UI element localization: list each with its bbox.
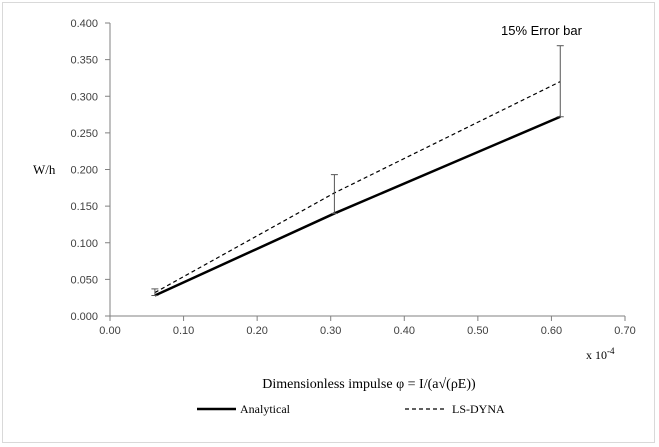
y-axis-label: W/h (33, 162, 56, 177)
x-axis-label: Dimensionless impulse φ = I/(a√(ρE)) (262, 377, 476, 392)
series-line-ls-dyna (154, 81, 561, 294)
x-axis-multiplier-exponent: -4 (607, 346, 615, 356)
x-tick-label: 0.50 (467, 325, 488, 337)
x-tick-label: 0.40 (394, 325, 415, 337)
x-axis-multiplier-base: x 10 (586, 348, 607, 362)
x-tick-labels: 0.00 0.10 0.20 0.30 0.40 0.50 0.60 0.70 (99, 316, 636, 337)
x-tick-label: 0.00 (99, 325, 120, 337)
x-tick-label: 0.10 (173, 325, 194, 337)
error-bars (151, 45, 564, 296)
legend-label-analytical: Analytical (240, 402, 291, 416)
legend: Analytical LS-DYNA (197, 402, 505, 416)
y-tick-label: 0.050 (70, 274, 98, 286)
error-bar-annotation: 15% Error bar (501, 23, 583, 38)
chart-frame (2, 2, 655, 443)
y-tick-label: 0.200 (70, 165, 98, 177)
series-layer (154, 81, 561, 297)
y-tick-label: 0.300 (70, 91, 98, 103)
series-line-analytical (154, 115, 561, 297)
y-tick-label: 0.150 (70, 201, 98, 213)
y-tick-label: 0.400 (70, 18, 98, 30)
y-tick-label: 0.250 (70, 128, 98, 140)
y-tick-label: 0.350 (70, 55, 98, 67)
x-axis-multiplier: x 10-4 (586, 346, 615, 362)
legend-label-ls-dyna: LS-DYNA (452, 402, 505, 416)
y-tick-label: 0.100 (70, 238, 98, 250)
x-tick-label: 0.30 (320, 325, 341, 337)
axes (109, 23, 625, 317)
x-tick-label: 0.60 (541, 325, 562, 337)
y-tick-labels: 0.000 0.050 0.100 0.150 0.200 0.250 0.300 0.350… (70, 18, 110, 323)
x-tick-label: 0.20 (246, 325, 267, 337)
y-tick-label: 0.000 (70, 311, 98, 323)
x-tick-label: 0.70 (614, 325, 635, 337)
